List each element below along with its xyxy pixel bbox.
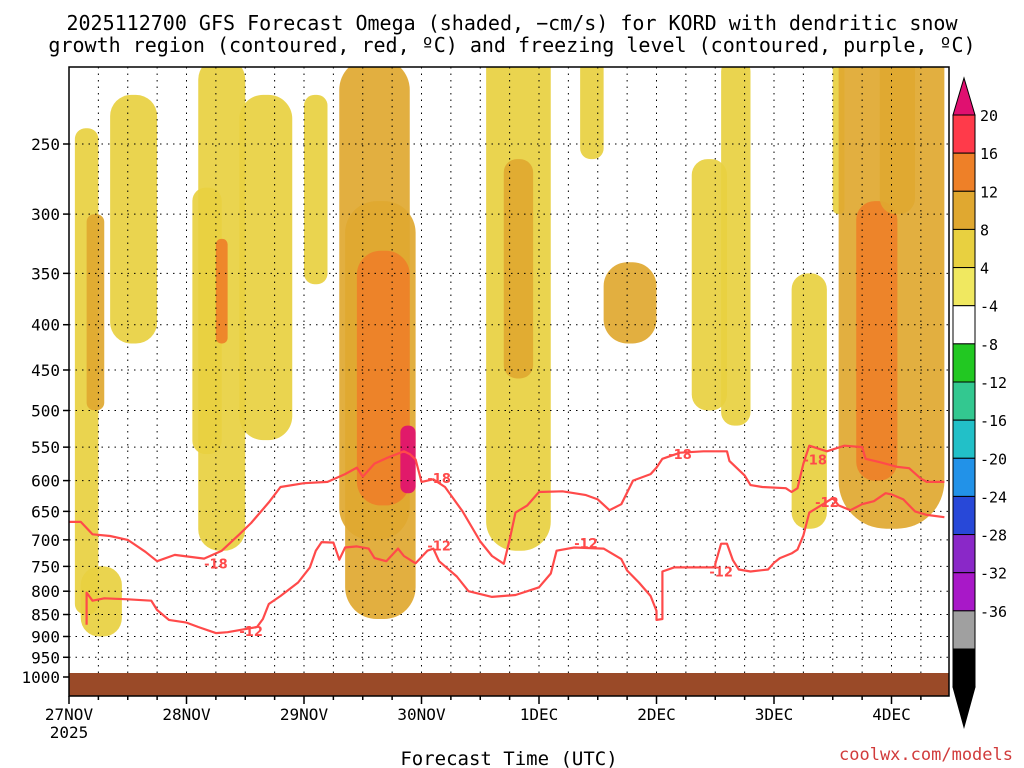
chart-title-line1: 2025112700 GFS Forecast Omega (shaded, −… bbox=[66, 11, 958, 35]
x-tick-label: 30NOV bbox=[397, 705, 446, 724]
colorbar: 20 16 12 8 4 -4 -8 -12 -16 -20 -24 -28 -32 -36 bbox=[952, 76, 1007, 730]
grid-lines bbox=[69, 67, 949, 696]
colorbar-swatch bbox=[952, 114, 976, 154]
colorbar-swatch bbox=[952, 457, 976, 497]
x-tick-label: 29NOV bbox=[280, 705, 329, 724]
omega-region bbox=[791, 273, 827, 529]
contour-label: -12 bbox=[709, 565, 733, 580]
omega-region bbox=[580, 67, 604, 160]
chart-title-line2: growth region (contoured, red, ºC) and f… bbox=[48, 33, 975, 57]
omega-region bbox=[80, 566, 122, 637]
credit-text[interactable]: coolwx.com/models bbox=[839, 745, 1013, 765]
colorbar-swatch bbox=[952, 228, 976, 269]
colorbar-tick-label: -32 bbox=[980, 565, 1007, 583]
contour-label: -12 bbox=[427, 539, 451, 554]
omega-region bbox=[503, 159, 534, 379]
y-tick-label: 500 bbox=[31, 402, 60, 421]
omega-region bbox=[603, 262, 657, 344]
colorbar-tick-label: -24 bbox=[980, 488, 1007, 506]
colorbar-tick-label: -8 bbox=[980, 336, 998, 354]
omega-shading bbox=[74, 67, 945, 637]
contour-label: -12 bbox=[239, 625, 263, 640]
x-tick-label: 2DEC bbox=[637, 705, 676, 724]
omega-region bbox=[856, 201, 898, 481]
colorbar-swatch bbox=[952, 381, 976, 421]
colorbar-tick-label: 16 bbox=[980, 145, 998, 163]
contour-label: -12 bbox=[815, 496, 839, 511]
x-tick-sublabel: 2025 bbox=[50, 723, 89, 742]
y-axis: 250 300 350 400 450 500 550 600 650 700 750 800 850 9… bbox=[21, 135, 69, 687]
colorbar-swatch bbox=[952, 343, 976, 383]
omega-region bbox=[110, 94, 158, 344]
y-tick-label: 850 bbox=[31, 606, 60, 625]
colorbar-tick-label: -36 bbox=[980, 603, 1007, 621]
colorbar-swatch bbox=[952, 495, 976, 536]
colorbar-swatch bbox=[952, 648, 976, 688]
colorbar-tick-label: 4 bbox=[980, 260, 989, 278]
omega-region bbox=[691, 159, 727, 411]
contour-label: -12 bbox=[574, 537, 598, 552]
x-tick-label: 27NOV bbox=[45, 705, 94, 724]
y-tick-label: 650 bbox=[31, 502, 60, 521]
colorbar-tick-label: -28 bbox=[980, 527, 1007, 545]
contour-labels: -18 -18 -18 -18 -12 -12 -12 -12 -12 bbox=[204, 448, 839, 640]
y-tick-label: 400 bbox=[31, 316, 60, 335]
colorbar-tick-label: 20 bbox=[980, 107, 998, 125]
contour-label: -18 bbox=[427, 472, 451, 487]
omega-region bbox=[879, 67, 915, 215]
colorbar-tick-label: 8 bbox=[980, 221, 989, 239]
contour-label: -18 bbox=[668, 448, 692, 463]
colorbar-swatch bbox=[952, 419, 976, 459]
y-tick-label: 950 bbox=[31, 648, 60, 667]
contour-line-minus12 bbox=[85, 492, 945, 635]
colorbar-swatch bbox=[952, 152, 976, 192]
colorbar-top-arrow bbox=[952, 76, 976, 116]
colorbar-tick-label: -16 bbox=[980, 412, 1007, 430]
contour-label: -18 bbox=[204, 557, 228, 572]
colorbar-tick-label: -12 bbox=[980, 374, 1007, 392]
x-tick-label: 3DEC bbox=[755, 705, 794, 724]
y-tick-label: 350 bbox=[31, 264, 60, 283]
y-tick-label: 800 bbox=[31, 582, 60, 601]
y-tick-label: 250 bbox=[31, 135, 60, 154]
colorbar-tick-label: -20 bbox=[980, 450, 1007, 468]
colorbar-bottom-arrow bbox=[952, 686, 976, 730]
y-tick-label: 700 bbox=[31, 531, 60, 550]
contour-label: -18 bbox=[803, 454, 827, 469]
colorbar-swatch bbox=[952, 305, 976, 345]
x-axis-label: Forecast Time (UTC) bbox=[400, 748, 617, 768]
plot-area: -18 -18 -18 -18 -12 -12 -12 -12 -12 bbox=[68, 66, 950, 697]
x-tick-label: 1DEC bbox=[520, 705, 559, 724]
ground-fill bbox=[69, 673, 949, 696]
colorbar-swatch bbox=[952, 610, 976, 650]
colorbar-swatch bbox=[952, 190, 976, 230]
y-tick-label: 300 bbox=[31, 205, 60, 224]
y-tick-label: 600 bbox=[31, 472, 60, 491]
dendritic-contours bbox=[69, 444, 945, 635]
ground-surface bbox=[69, 673, 949, 696]
y-tick-label: 1000 bbox=[21, 668, 60, 687]
y-tick-label: 750 bbox=[31, 557, 60, 576]
colorbar-swatch bbox=[952, 534, 976, 574]
y-tick-label: 900 bbox=[31, 627, 60, 646]
colorbar-tick-label: 12 bbox=[980, 183, 998, 201]
colorbar-swatch bbox=[952, 572, 976, 612]
contour-line-minus18 bbox=[69, 444, 945, 565]
omega-region bbox=[215, 238, 228, 344]
colorbar-tick-label: -4 bbox=[980, 298, 998, 316]
x-tick-label: 4DEC bbox=[872, 705, 911, 724]
omega-region bbox=[86, 214, 105, 411]
omega-region bbox=[356, 250, 410, 506]
omega-region bbox=[304, 94, 328, 285]
y-tick-label: 550 bbox=[31, 438, 60, 457]
omega-region bbox=[239, 94, 293, 441]
omega-region bbox=[400, 425, 416, 494]
colorbar-swatch bbox=[952, 267, 976, 307]
y-tick-label: 450 bbox=[31, 361, 60, 380]
omega-region bbox=[721, 67, 751, 426]
x-tick-label: 28NOV bbox=[162, 705, 211, 724]
